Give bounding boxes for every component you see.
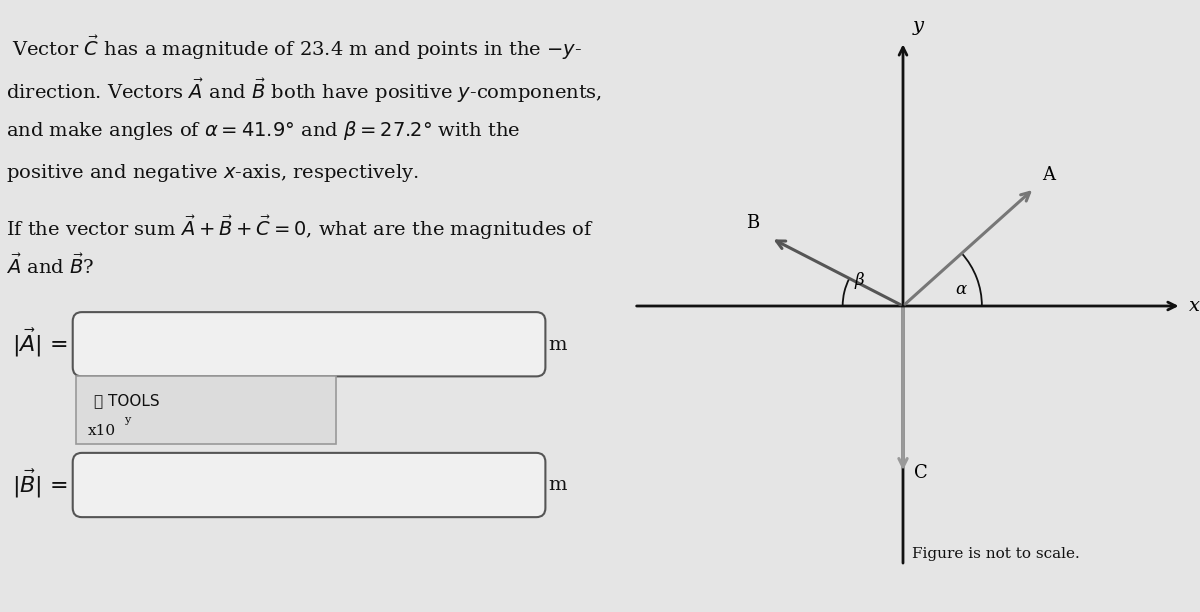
Text: $\vec{A}$ and $\vec{B}$?: $\vec{A}$ and $\vec{B}$? [6, 254, 95, 278]
Text: positive and negative $x$-axis, respectively.: positive and negative $x$-axis, respecti… [6, 162, 419, 184]
Text: β: β [854, 272, 864, 289]
Text: m: m [548, 335, 566, 354]
Text: C: C [914, 464, 928, 482]
Text: If the vector sum $\vec{A} + \vec{B} + \vec{C} = 0$, what are the magnitudes of: If the vector sum $\vec{A} + \vec{B} + \… [6, 214, 594, 242]
Text: α: α [955, 281, 966, 298]
FancyBboxPatch shape [73, 453, 545, 517]
Text: Vector $\vec{C}$ has a magnitude of 23.4 m and points in the $-y$-: Vector $\vec{C}$ has a magnitude of 23.4… [6, 34, 582, 62]
Text: y: y [125, 416, 131, 425]
Text: 🔧 TOOLS: 🔧 TOOLS [94, 394, 160, 408]
Text: y: y [912, 17, 923, 35]
Text: Figure is not to scale.: Figure is not to scale. [912, 547, 1080, 561]
Text: B: B [746, 214, 760, 231]
Text: and make angles of $\alpha = 41.9°$ and $\beta = 27.2°$ with the: and make angles of $\alpha = 41.9°$ and … [6, 119, 521, 143]
Text: A: A [1042, 166, 1055, 184]
Text: $|\vec{B}|$ =: $|\vec{B}|$ = [12, 468, 67, 499]
Text: x: x [1189, 297, 1200, 315]
Text: m: m [548, 476, 566, 494]
Text: x10: x10 [88, 425, 116, 438]
FancyBboxPatch shape [76, 376, 336, 444]
FancyBboxPatch shape [73, 312, 545, 376]
Text: $|\vec{A}|$ =: $|\vec{A}|$ = [12, 327, 67, 359]
Text: direction. Vectors $\vec{A}$ and $\vec{B}$ both have positive $y$-components,: direction. Vectors $\vec{A}$ and $\vec{B… [6, 76, 602, 105]
